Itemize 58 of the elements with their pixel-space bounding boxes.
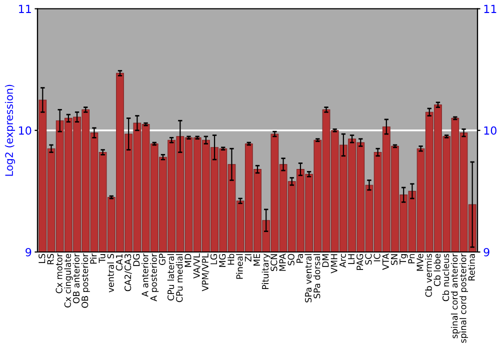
x-tick-label: Cx cingulate — [64, 254, 73, 308]
x-tick-label: MVe — [416, 254, 424, 271]
x-tick-label: LG — [210, 254, 218, 264]
y2-tick-label: 9 — [484, 248, 490, 256]
x-tick-label: LS — [38, 254, 46, 263]
x-tick-label: Pa — [296, 254, 304, 263]
x-tick-label: SCN — [270, 254, 278, 272]
x-tick-label: spinal cord posterior — [460, 253, 468, 343]
y-tick-label: 11 — [19, 4, 31, 13]
x-tick-label: ventral S — [107, 254, 114, 292]
x-tick-label: VMH — [330, 254, 338, 274]
x-tick-label: DM — [322, 254, 329, 267]
y-tick-label: 9 — [26, 248, 32, 256]
x-tick-label: Hb — [227, 254, 234, 265]
x-tick-label: CA1 — [116, 254, 123, 271]
x-tick-label: spinal cord anterior — [450, 253, 460, 338]
x-tick-label: Pir — [90, 253, 97, 264]
x-tick-label: Cb nucleus — [442, 254, 450, 302]
x-tick-label: SPa ventral — [304, 254, 312, 302]
x-tick-label: SO — [288, 254, 294, 266]
x-tick-label: MD — [184, 254, 192, 267]
x-tick-label: Cx motor — [56, 253, 62, 294]
x-tick-label: VTA — [382, 253, 389, 270]
x-tick-label: VA/VL — [193, 253, 201, 279]
y-tick-label: 10 — [19, 126, 32, 135]
x-tick-label: MG — [219, 254, 226, 267]
x-tick-label: A anterior — [142, 253, 148, 297]
x-tick-label: SPa dorsal — [313, 254, 320, 298]
y2-tick-label: 11 — [484, 4, 496, 13]
x-tick-label: OB posterior — [81, 253, 90, 308]
x-tick-label: Pituitary — [262, 254, 270, 290]
x-tick-label: LH — [348, 254, 354, 264]
x-tick-label: SN — [390, 254, 398, 265]
x-tick-label: RS — [47, 254, 54, 264]
x-tick-label: Tg — [400, 254, 408, 264]
x-tick-label: ZI — [244, 254, 252, 262]
x-tick-label: A posterior — [150, 253, 159, 302]
x-tick-label: MPA — [279, 253, 286, 271]
y2-tick-label: 10 — [484, 126, 496, 135]
x-tick-label: Cb lobe — [434, 254, 441, 286]
x-tick-label: Pn — [408, 254, 415, 264]
x-tick-label: PAG — [356, 254, 364, 270]
x-tick-label: GP — [158, 254, 166, 265]
x-tick-label: ME — [254, 254, 260, 266]
x-tick-label: DG — [133, 254, 140, 266]
x-tick-label: Arc — [339, 254, 346, 268]
y-axis-title: Log2 (expression) — [4, 84, 16, 176]
x-tick-label: CA2/CA3 — [124, 254, 132, 292]
x-tick-label: Pineal — [236, 254, 243, 279]
x-tick-label: VPM/VPL — [202, 253, 210, 292]
x-tick-label: SC — [365, 254, 372, 264]
x-tick-label: Tu — [98, 254, 106, 263]
x-tick-label: CPu medial — [176, 254, 183, 302]
x-tick-label: IC — [374, 254, 380, 262]
x-tick-label: Cb vermis — [425, 254, 432, 297]
x-tick-label: OB anterior — [72, 253, 80, 304]
x-tick-label: Retina — [468, 254, 475, 280]
x-tick-label: CPu lateral — [167, 254, 174, 300]
